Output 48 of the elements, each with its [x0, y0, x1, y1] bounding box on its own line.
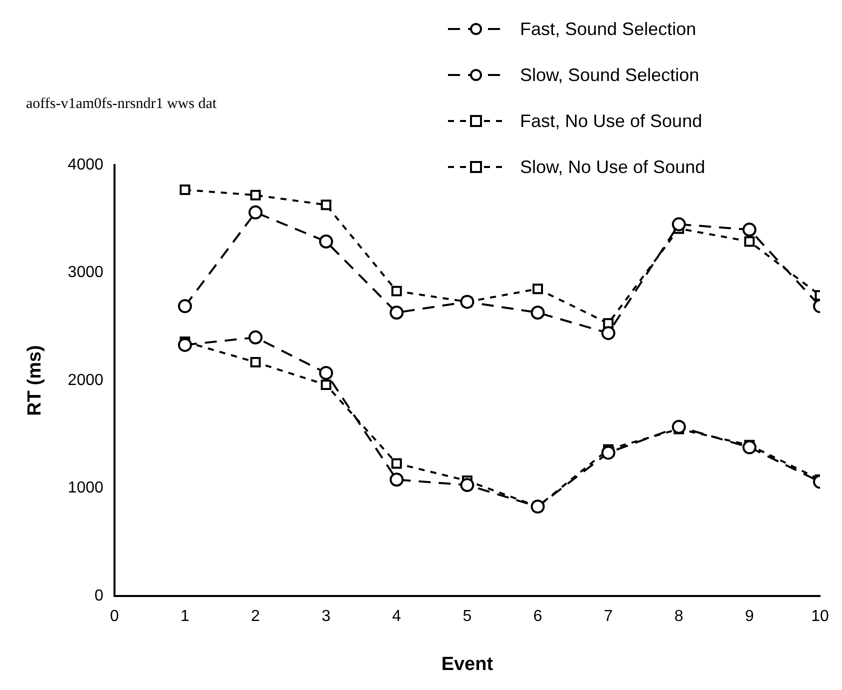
- legend-label: Fast, No Use of Sound: [520, 110, 702, 132]
- point: [601, 446, 616, 460]
- point: [744, 236, 755, 247]
- legend-label: Fast, Sound Selection: [520, 18, 696, 40]
- x-tick-label: 1: [180, 608, 190, 626]
- point: [250, 190, 261, 200]
- point: [532, 284, 543, 294]
- point: [180, 184, 190, 196]
- point: [391, 286, 402, 296]
- legend-label: Slow, No Use of Sound: [520, 156, 706, 178]
- x-tick-label: 2: [251, 608, 260, 626]
- point: [672, 217, 686, 232]
- point: [250, 356, 261, 368]
- point: [178, 299, 192, 314]
- x-tick-label: 3: [322, 608, 331, 626]
- point: [390, 472, 404, 487]
- x-tick-label: 8: [674, 608, 684, 626]
- point: [391, 458, 402, 469]
- point: [248, 205, 263, 220]
- x-tick-label: 5: [462, 608, 472, 626]
- x-tick-label: 0: [110, 608, 119, 626]
- y-tick-label: 4000: [68, 156, 104, 174]
- y-tick-label: 3000: [68, 264, 104, 282]
- point: [530, 306, 545, 320]
- point: [601, 326, 616, 340]
- x-axis-title: Event: [441, 654, 494, 675]
- text: aoffs-v1am0fs-nrsndr1 wws dat: [26, 96, 217, 113]
- x-tick-label: 9: [744, 608, 754, 626]
- y-tick-label: 2000: [68, 372, 104, 389]
- x-tick-label: 7: [604, 608, 613, 626]
- point: [742, 440, 756, 454]
- x-tick-label: 10: [811, 608, 829, 626]
- point: [460, 478, 474, 492]
- point: [178, 338, 192, 352]
- x-tick-label: 4: [392, 608, 402, 626]
- y-axis-title: RT (ms): [24, 345, 46, 416]
- point: [248, 330, 263, 344]
- legend-label: Slow, Sound Selection: [520, 64, 700, 86]
- y-tick-label: 1000: [68, 480, 104, 497]
- point: [742, 222, 756, 237]
- point: [319, 234, 334, 249]
- point: [390, 306, 404, 320]
- x-tick-label: 6: [533, 608, 542, 626]
- y-tick-label: 0: [94, 587, 104, 604]
- point: [320, 380, 332, 390]
- point: [672, 420, 686, 434]
- point: [319, 366, 334, 380]
- point: [320, 200, 332, 210]
